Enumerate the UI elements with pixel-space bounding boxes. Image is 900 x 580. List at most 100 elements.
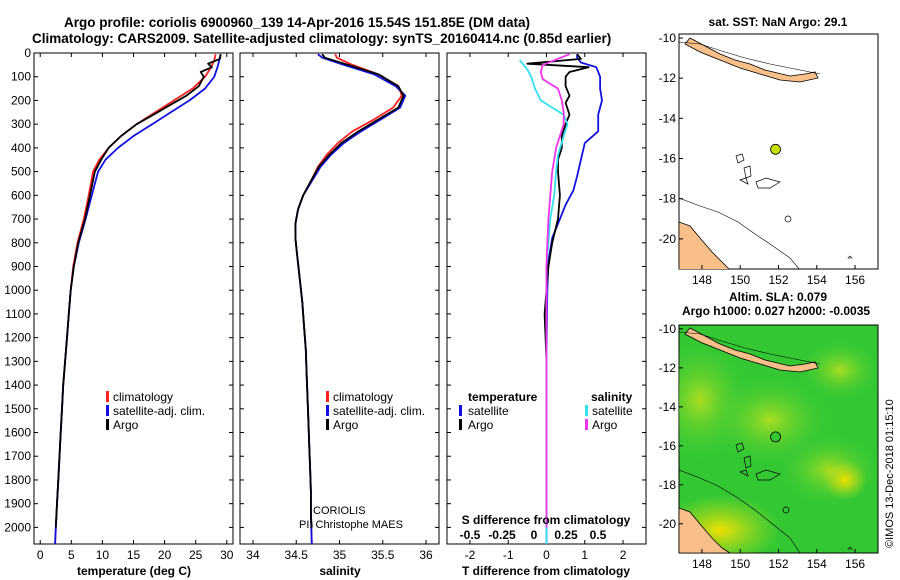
imos-copyright-stamp: ©IMOS 13-Dec-2018 01:15:10 [884,399,896,548]
legend-swatch-t-argo [459,419,462,430]
sla-map-australia-coast [679,507,731,553]
legend-title-salinity: salinity [591,390,633,404]
s-difference-tick-label: -0.25 [488,528,516,542]
series-line-argo [54,54,222,528]
sla-map-float-marker [770,431,781,443]
sla-map-axis-ticks: 148 150 152 154 156 -10 -12 -14 -16 -18 -20 [659,322,866,571]
depth-tick-label: 1800 [4,473,31,487]
sla-map-lon-label: 152 [768,557,788,571]
depth-tick-label: 300 [11,117,31,131]
salinity-plot-frame [239,52,440,545]
sla-map-panel: Altim. SLA: 0.079 Argo h1000: 0.027 h200… [659,290,879,571]
temperature-x-tick-label: 10 [96,548,110,562]
sla-map-content [679,327,878,553]
salinity-panel: 34 34.5 35 35.5 36 salinity climatology sate… [239,52,440,578]
difference-second-axis-label: S difference from climatology [462,513,631,527]
salinity-x-tick-label: 35 [333,548,347,562]
sst-map-lat-label: -10 [659,31,677,45]
sla-map-lon-label: 148 [692,557,712,571]
temperature-plot-frame [33,52,234,545]
salinity-series [294,53,407,544]
legend-swatch-s-argo [585,419,588,430]
difference-x-tick-label: -1 [503,548,514,562]
depth-tick-label: 600 [11,188,31,202]
sst-map-lon-label: 156 [845,273,865,287]
sla-anomaly-lightgreen-north [800,340,878,400]
temperature-x-tick-label: 0 [37,548,44,562]
difference-secondary-ticks: -0.5 -0.25 0 0.25 0.5 [460,528,607,542]
sla-map-lat-label: -14 [659,400,677,414]
sla-map-lat-label: -16 [659,439,677,453]
depth-tick-label: 1000 [4,283,31,297]
depth-tick-label: 1900 [4,497,31,511]
series-line-s-argo [539,53,570,528]
legend-label-t-argo: Argo [468,418,494,432]
depth-tick-label: 1400 [4,378,31,392]
legend-label-argo: Argo [113,418,139,432]
s-difference-tick-label: 0 [531,528,538,542]
depth-tick-label: 400 [11,141,31,155]
sla-map-lon-label: 154 [807,557,827,571]
difference-panel: -2 -1 0 1 2 T difference from climatology S … [446,52,647,578]
depth-tick-label: 0 [24,46,31,60]
legend-label-satellite: satellite-adj. clim. [333,404,425,418]
depth-tick-label: 1600 [4,426,31,440]
sla-map-reef-islands [735,442,781,481]
sla-map-small-island [847,546,853,550]
legend-label-satellite: satellite-adj. clim. [113,404,205,418]
sst-map-reef-islands [735,153,781,189]
sst-map-title: sat. SST: NaN Argo: 29.1 [709,15,848,29]
depth-tick-label: 200 [11,93,31,107]
legend-swatch-satellite [106,405,109,416]
sst-map-island-circle [784,215,792,223]
figure-title-line2: Climatology: CARS2009. Satellite-adjuste… [32,31,611,46]
temperature-x-tick-label: 25 [189,548,203,562]
depth-tick-label: 500 [11,165,31,179]
legend-swatch-satellite [326,405,329,416]
legend-label-argo: Argo [333,418,359,432]
depth-tick-label: 1700 [4,449,31,463]
s-difference-tick-label: 0.5 [590,528,607,542]
sst-map-content [679,37,853,269]
series-line-argo [294,53,405,528]
depth-tick-label: 1200 [4,331,31,345]
legend-title-temperature: temperature [468,390,538,404]
sla-map-lon-label: 150 [730,557,750,571]
depth-tick-label: 1100 [5,307,31,321]
figure-title-line1: Argo profile: coriolis 6900960_139 14-Ap… [64,15,530,30]
salinity-x-tick-label: 34 [246,548,260,562]
sst-map-australia-coast [679,221,730,269]
depth-tick-label: 1300 [4,354,31,368]
legend-label-s-argo: Argo [592,418,618,432]
salinity-x-tick-label: 35.5 [371,548,395,562]
sst-map-lon-label: 152 [768,273,788,287]
difference-x-tick-label: -2 [465,548,476,562]
sst-map-axis-ticks: 148 150 152 154 156 -10 -12 -14 -16 -18 -20 [659,31,866,287]
sla-map-lon-label: 156 [845,557,865,571]
legend-label-t-satellite: satellite [468,404,509,418]
depth-tick-label: 700 [11,212,31,226]
temperature-series [54,54,222,544]
temperature-x-tick-label: 15 [127,548,141,562]
s-difference-tick-label: -0.5 [460,528,481,542]
temperature-x-tick-label: 30 [220,548,234,562]
sst-map-lon-label: 150 [730,273,750,287]
depth-tick-label: 800 [11,236,31,250]
sla-map-png-coastline [684,327,819,373]
temperature-panel: 0100200300400500600700800900100011001200… [4,46,233,578]
salinity-legend: climatology satellite-adj. clim. Argo [326,390,425,432]
sla-anomaly-yellow-east [823,460,867,500]
sla-map-lat-label: -20 [659,517,677,531]
difference-x-tick-label: 2 [620,548,627,562]
s-difference-tick-label: 0.25 [554,528,578,542]
difference-series [519,53,603,544]
legend-swatch-argo [106,419,109,430]
legend-swatch-climatology [326,391,329,402]
sst-map-lon-label: 148 [692,273,712,287]
sst-map-panel: sat. SST: NaN Argo: 29.1 148 150 152 154 156… [659,15,879,287]
credit-pi: PI: Christophe MAES [299,519,403,531]
sst-map-lat-label: -14 [659,111,677,125]
sla-map-title: Altim. SLA: 0.079 [729,290,827,304]
salinity-axis-ticks: 34 34.5 35 35.5 36 [240,52,439,562]
temperature-x-tick-label: 5 [68,548,75,562]
